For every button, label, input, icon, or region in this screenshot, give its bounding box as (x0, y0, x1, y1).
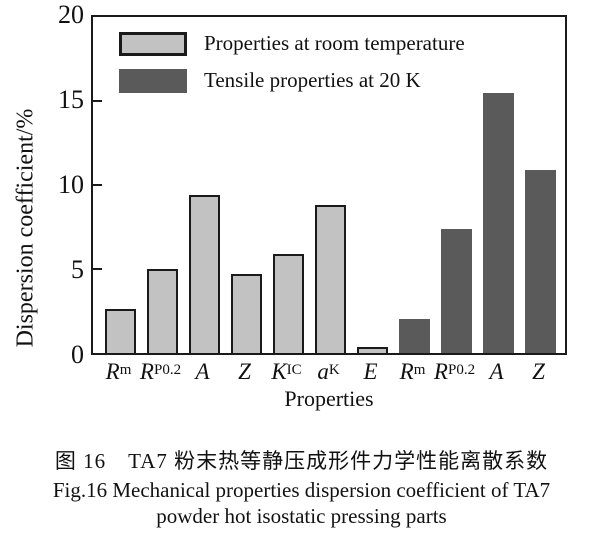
bar-R-P0.2-room (147, 269, 178, 353)
x-label-base: R (139, 359, 154, 384)
x-label-base: E (363, 359, 378, 384)
y-tick-label-20: 20 (58, 0, 84, 29)
bar-series (93, 17, 565, 353)
x-category-label: K IC (271, 358, 302, 386)
x-category-label: A (481, 358, 512, 386)
bar-R-m-room (105, 309, 136, 353)
bar-K-IC-room (273, 254, 304, 353)
legend-swatch-icon (119, 31, 187, 56)
y-tick-label-10: 10 (58, 170, 84, 199)
x-label-base: Z (238, 359, 251, 384)
y-tick-mark-10 (93, 184, 102, 186)
plot-area: Properties at room temperature Tensile pr… (91, 15, 567, 355)
x-label-base: A (489, 359, 504, 384)
x-label-base: a (317, 359, 329, 384)
legend-swatch-icon (119, 68, 187, 93)
bar-Z-room (231, 274, 262, 353)
x-label-base: R (433, 359, 448, 384)
y-tick-label-5: 5 (71, 255, 84, 284)
bar-a-K-room (315, 205, 346, 353)
x-label-subscript: P0.2 (447, 362, 476, 378)
legend-label: Properties at room temperature (204, 31, 465, 55)
legend: Properties at room temperature Tensile pr… (119, 31, 465, 105)
plot-inner: Properties at room temperature Tensile pr… (93, 17, 565, 353)
x-label-base: R (105, 359, 120, 384)
x-category-label: A (187, 358, 218, 386)
x-label-subscript: m (119, 362, 132, 378)
bar-E-room (357, 347, 388, 353)
x-label-base: Z (532, 359, 545, 384)
y-tick-mark-5 (93, 268, 102, 270)
caption-english-line2: powder hot isostatic pressing parts (156, 504, 447, 528)
bar-R-m-cold (399, 319, 430, 353)
caption-english-line1: Fig.16 Mechanical properties dispersion … (52, 478, 551, 502)
bar-R-P0.2-cold (441, 229, 472, 353)
y-tick-label-0: 0 (71, 340, 84, 369)
x-category-label: R P0.2 (140, 358, 181, 386)
x-category-label: Z (229, 358, 260, 386)
y-tick-label-15: 15 (58, 85, 84, 114)
x-axis-title: Properties (284, 386, 374, 411)
x-category-label: E (355, 358, 386, 386)
x-category-label: Z (523, 358, 554, 386)
legend-label: Tensile properties at 20 K (204, 68, 421, 92)
x-label-base: A (195, 359, 210, 384)
y-axis-title: Dispersion coefficient/% (12, 108, 39, 348)
bar-A-cold (483, 93, 514, 353)
legend-item-1: Tensile properties at 20 K (119, 68, 465, 93)
x-label-subscript: IC (286, 362, 302, 378)
x-label-base: R (399, 359, 414, 384)
x-label-base: K (271, 359, 287, 384)
x-category-label: R P0.2 (434, 358, 475, 386)
caption-chinese: 图 16 TA7 粉末热等静压成形件力学性能离散系数 (54, 449, 549, 473)
figure-caption: 图 16 TA7 粉末热等静压成形件力学性能离散系数 Fig.16 Mechan… (0, 446, 603, 529)
x-label-subscript: P0.2 (153, 362, 182, 378)
x-label-subscript: K (328, 362, 340, 378)
x-label-subscript: m (413, 362, 426, 378)
bar-Z-cold (525, 170, 556, 353)
y-tick-mark-15 (93, 100, 102, 102)
bar-A-room (189, 195, 220, 353)
legend-item-0: Properties at room temperature (119, 31, 465, 56)
